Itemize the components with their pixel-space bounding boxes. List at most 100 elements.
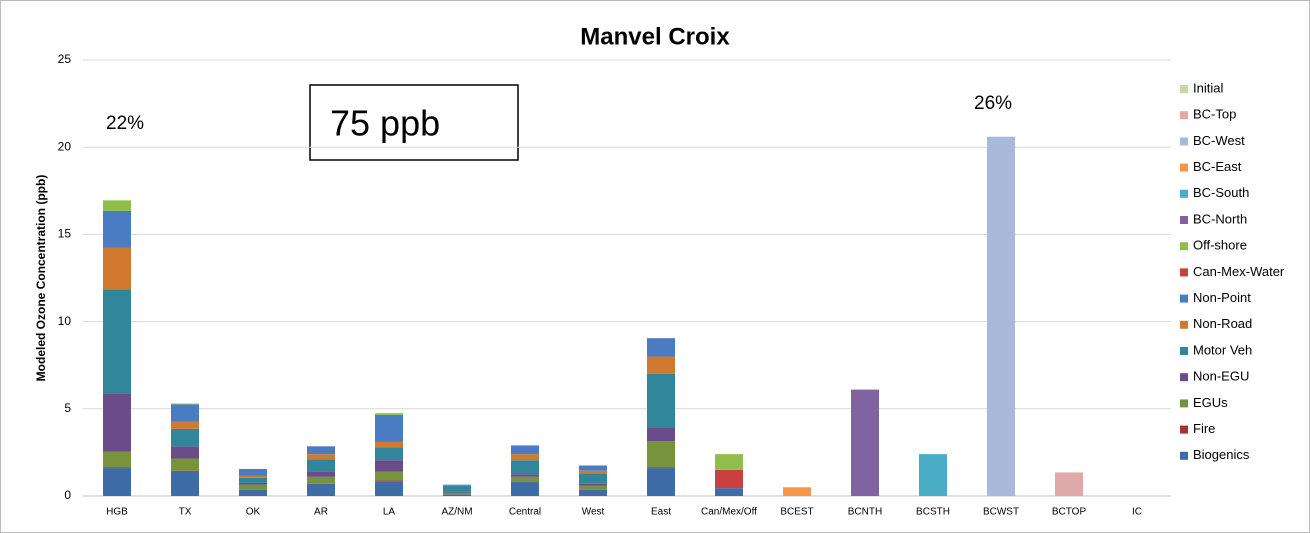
bar-segment <box>987 136 1015 496</box>
bar-segment <box>919 454 947 496</box>
y-tick-label: 20 <box>58 139 72 153</box>
bar-segment <box>171 446 199 459</box>
bar-segment <box>307 446 335 455</box>
bar-segment <box>171 470 199 472</box>
legend-swatch <box>1180 425 1188 434</box>
bar-segment <box>171 471 199 496</box>
legend-swatch <box>1180 242 1188 251</box>
legend-label: Can-Mex-Water <box>1193 264 1285 279</box>
y-tick-label: 15 <box>58 227 72 241</box>
legend-label: Non-Point <box>1193 290 1251 305</box>
y-tick-label: 0 <box>64 488 71 502</box>
bar-segment <box>715 488 743 496</box>
bar-segment <box>647 467 675 469</box>
bar-segment <box>171 458 199 471</box>
bar-segment <box>103 289 131 394</box>
x-tick-label: TX <box>179 507 192 518</box>
bar-segment <box>103 451 131 468</box>
legend-label: BC-South <box>1193 185 1249 200</box>
bar-segment <box>647 338 675 357</box>
legend-label: Initial <box>1193 80 1223 95</box>
x-tick-label: OK <box>246 507 261 518</box>
bar-segment <box>851 389 879 496</box>
bar-segment <box>171 403 199 405</box>
x-tick-label: LA <box>383 507 396 518</box>
bar-segment <box>375 413 403 415</box>
x-tick-label: West <box>582 507 605 518</box>
x-tick-label: AR <box>314 507 328 518</box>
y-tick-label: 10 <box>58 314 72 328</box>
bar-segment <box>647 356 675 374</box>
bar-segment <box>239 468 267 476</box>
bar-segment <box>579 473 607 484</box>
x-tick-label: Central <box>509 507 541 518</box>
legend-label: Fire <box>1193 421 1215 436</box>
bar-segment <box>239 484 267 490</box>
legend-label: EGUs <box>1193 395 1228 410</box>
bar-segment <box>307 483 335 496</box>
x-tick-label: AZ/NM <box>441 507 472 518</box>
legend-swatch <box>1180 137 1188 146</box>
bar-segment <box>239 477 267 483</box>
bar-segment <box>647 468 675 496</box>
legend-label: BC-West <box>1193 133 1245 148</box>
bar-segment <box>239 489 267 496</box>
annotation: 26% <box>974 93 1012 114</box>
bar-segment <box>715 454 743 470</box>
y-tick-label: 25 <box>58 52 72 66</box>
bar-segment <box>103 210 131 248</box>
bar-segment <box>511 445 539 455</box>
bar-segment <box>375 471 403 481</box>
bar-segment <box>171 404 199 422</box>
legend-swatch <box>1180 216 1188 224</box>
x-tick-label: IC <box>1132 507 1142 518</box>
bar-segment <box>375 414 403 442</box>
legend-swatch <box>1180 163 1188 172</box>
bar-segment <box>307 476 335 484</box>
x-tick-label: BCNTH <box>848 507 882 518</box>
bar-segment <box>375 447 403 461</box>
bar-segment <box>307 459 335 472</box>
bar-segment <box>171 421 199 429</box>
chart-title: Manvel Croix <box>580 23 730 50</box>
bar-segment <box>647 427 675 442</box>
legend-label: Motor Veh <box>1193 342 1252 357</box>
legend-swatch <box>1180 320 1188 329</box>
bar-segment <box>103 247 131 290</box>
bar-segment <box>783 487 811 496</box>
bar-segment <box>579 483 607 486</box>
bar-segment <box>443 484 471 486</box>
bar-segment <box>103 393 131 452</box>
x-tick-label: BCTOP <box>1052 507 1087 518</box>
bar-segment <box>647 441 675 468</box>
bar-segment <box>307 471 335 477</box>
legend-label: Off-shore <box>1193 238 1247 253</box>
legend-swatch <box>1180 373 1188 382</box>
bar-segment <box>443 492 471 495</box>
x-tick-label: HGB <box>106 507 128 518</box>
bar-segment <box>579 489 607 496</box>
bar-segment <box>239 482 267 485</box>
bar-segment <box>647 373 675 428</box>
legend-label: BC-East <box>1193 159 1242 174</box>
legend-swatch <box>1180 347 1188 355</box>
legend-swatch <box>1180 85 1188 93</box>
legend-label: Biogenics <box>1193 447 1250 462</box>
bar-segment <box>171 428 199 447</box>
bar-segment <box>375 460 403 472</box>
bar-segment <box>511 474 539 477</box>
bar-segment <box>375 441 403 448</box>
bar-segment <box>511 454 539 461</box>
legend-label: BC-North <box>1193 211 1247 226</box>
legend-label: Non-Road <box>1193 316 1252 331</box>
x-tick-label: BCWST <box>983 507 1019 518</box>
legend-swatch <box>1180 451 1188 460</box>
bar-segment <box>103 200 131 211</box>
bar-segment <box>307 454 335 460</box>
bar-segment <box>715 469 743 489</box>
bar-segment <box>579 485 607 490</box>
legend-swatch <box>1180 399 1188 408</box>
x-tick-label: BCEST <box>780 507 813 518</box>
x-tick-label: BCSTH <box>916 507 950 518</box>
annotation: 75 ppb <box>330 103 440 144</box>
